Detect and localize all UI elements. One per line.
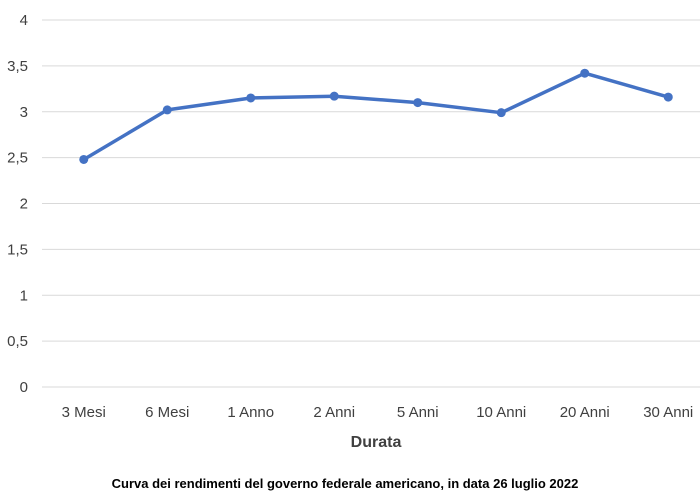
x-tick-label: 1 Anno bbox=[227, 404, 274, 421]
data-point bbox=[329, 91, 339, 101]
data-point bbox=[580, 68, 590, 78]
series-layer bbox=[79, 68, 673, 164]
y-tick-label: 2 bbox=[20, 196, 28, 213]
data-point bbox=[162, 105, 172, 115]
x-tick-label: 5 Anni bbox=[397, 404, 439, 421]
chart-caption: Curva dei rendimenti del governo federal… bbox=[112, 476, 579, 491]
y-axis-ticks: 0 0,5 1 1,5 2 2,5 3 3,5 4 bbox=[7, 12, 28, 396]
x-tick-label: 10 Anni bbox=[476, 404, 526, 421]
y-tick-label: 0 bbox=[20, 379, 28, 396]
y-tick-label: 1,5 bbox=[7, 241, 28, 258]
y-tick-label: 1 bbox=[20, 287, 28, 304]
series-line bbox=[82, 71, 671, 162]
data-point bbox=[413, 98, 423, 108]
gridlines bbox=[42, 19, 700, 388]
y-tick-label: 3,5 bbox=[7, 58, 28, 75]
data-point bbox=[663, 92, 673, 102]
data-point bbox=[246, 93, 256, 103]
x-tick-label: 20 Anni bbox=[560, 404, 610, 421]
x-tick-label: 2 Anni bbox=[313, 404, 355, 421]
x-tick-label: 6 Mesi bbox=[145, 404, 189, 421]
y-tick-label: 2,5 bbox=[7, 150, 28, 167]
x-tick-label: 30 Anni bbox=[643, 404, 693, 421]
x-tick-label: 3 Mesi bbox=[62, 404, 106, 421]
x-axis-ticks: 3 Mesi 6 Mesi 1 Anno 2 Anni 5 Anni 10 Anni 20 … bbox=[62, 404, 694, 421]
data-point bbox=[496, 108, 506, 118]
x-axis-title: Durata bbox=[351, 434, 402, 451]
y-tick-label: 3 bbox=[20, 104, 28, 121]
data-point bbox=[79, 154, 89, 164]
y-tick-label: 4 bbox=[20, 12, 28, 29]
y-tick-label: 0,5 bbox=[7, 333, 28, 350]
